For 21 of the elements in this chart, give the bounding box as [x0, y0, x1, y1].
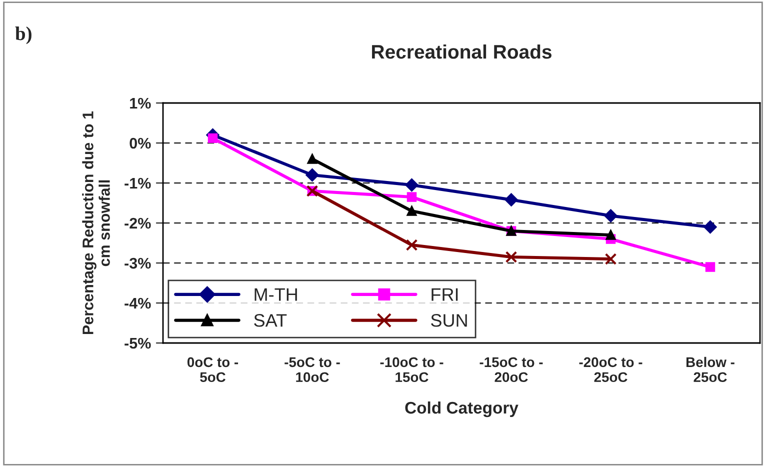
chart-title: Recreational Roads [372, 44, 552, 59]
legend-label: SAT [254, 314, 287, 327]
legend-label: SUN [431, 314, 467, 327]
x-tick-label: -15oC to - 20oC [480, 357, 543, 382]
x-tick-label: -5oC to - 10oC [284, 357, 340, 382]
legend-label: M-TH [254, 288, 297, 301]
x-tick-label: 0oC to - 5oC [187, 357, 238, 382]
x-tick-label: -10oC to - 15oC [380, 357, 444, 382]
x-tick-label: Below - 25oC [686, 356, 734, 382]
legend-label: FRI [432, 288, 458, 301]
y-tick-label: -2% [124, 218, 151, 229]
y-tick-label: -3% [124, 258, 151, 269]
y-axis-title: Percentage Reduction due to 1 cm snowfall [82, 111, 110, 334]
text: b) [15, 26, 32, 44]
y-tick-label: -1% [124, 178, 151, 189]
y-tick-label: 0% [130, 138, 151, 149]
x-tick-label: -20oC to - 25oC [579, 357, 642, 382]
y-tick-label: -5% [124, 338, 151, 349]
y-tick-label: 1% [130, 98, 151, 109]
x-axis-title: Cold Category [405, 401, 518, 418]
y-tick-label: -4% [124, 298, 151, 309]
